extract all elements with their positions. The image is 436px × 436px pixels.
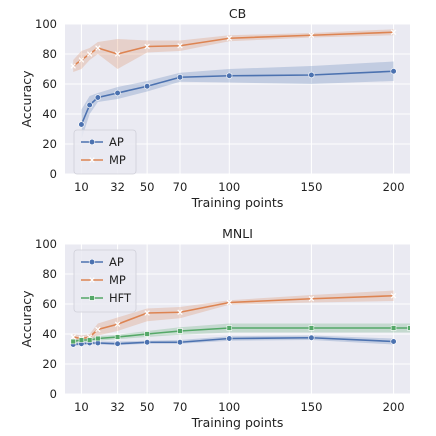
y-tick-label: 40	[42, 327, 57, 341]
legend: AP MP	[73, 129, 137, 175]
data-point-hft	[407, 325, 410, 331]
y-axis-label: Accuracy	[19, 70, 34, 128]
x-tick-label: 150	[300, 180, 322, 194]
data-point-mp	[226, 299, 233, 306]
panel-mnli: 0 20 40 60 80 100 10 32 50 70 100 150 200 Training po…	[19, 226, 410, 430]
data-point-hft	[78, 337, 85, 343]
y-tick-label: 20	[42, 137, 57, 151]
legend-marker-mp	[89, 157, 95, 163]
data-point-ap	[144, 83, 151, 90]
data-point-ap	[390, 338, 397, 345]
data-point-ap	[308, 71, 315, 79]
data-point-mp	[390, 29, 397, 35]
y-tick-label: 0	[50, 387, 57, 401]
data-point-hft	[86, 337, 93, 343]
data-point-ap	[176, 74, 184, 81]
confidence-band-ap	[81, 61, 394, 140]
data-point-ap	[114, 89, 121, 97]
x-tick-label: 50	[140, 400, 155, 414]
data-point-mp	[86, 51, 93, 57]
data-point-hft	[390, 325, 397, 331]
data-point-mp	[95, 45, 101, 51]
y-tick-label: 40	[42, 107, 57, 121]
plot-series	[70, 290, 410, 348]
data-point-mp	[177, 309, 183, 315]
data-point-mp	[95, 326, 101, 333]
data-point-ap	[78, 121, 85, 128]
data-point-mp	[144, 310, 150, 316]
data-point-mp	[390, 293, 397, 299]
x-tick-label: 32	[110, 400, 125, 414]
x-tick-label: 70	[173, 400, 188, 414]
y-tick-label: 80	[42, 267, 57, 281]
y-tick-label: 80	[42, 47, 57, 61]
y-tick-label: 100	[35, 17, 57, 31]
legend-marker-ap	[88, 138, 96, 146]
data-point-ap	[94, 94, 101, 101]
data-point-hft	[144, 331, 150, 337]
data-point-mp	[144, 43, 150, 50]
legend-label-ap: AP	[109, 135, 124, 149]
series-line-mp	[72, 31, 394, 67]
data-point-ap	[390, 68, 397, 75]
legend-label-mp: MP	[109, 153, 126, 167]
data-point-mp	[226, 35, 233, 41]
x-tick-label: 200	[383, 180, 405, 194]
x-tick-label: 150	[300, 400, 322, 414]
chart-title: CB	[229, 6, 246, 21]
y-tick-label: 60	[42, 77, 57, 91]
data-point-ap	[114, 340, 121, 347]
data-point-mp	[70, 334, 76, 340]
series-line-ap	[73, 336, 394, 346]
data-point-hft	[226, 325, 232, 331]
panel-cb: 0 20 40 60 80 100 10 32 50 70 100 150 200 Training po…	[19, 6, 410, 210]
legend-label-hft: HFT	[109, 291, 132, 305]
data-point-mp	[114, 321, 121, 327]
legend-label-ap: AP	[109, 255, 124, 269]
x-tick-label: 200	[383, 400, 405, 414]
x-tick-label: 70	[173, 180, 188, 194]
data-point-mp	[70, 63, 76, 69]
legend-marker-mp	[89, 277, 95, 283]
y-tick-label: 0	[50, 167, 57, 181]
y-axis-label: Accuracy	[19, 290, 34, 348]
x-axis-label: Training points	[191, 415, 284, 430]
x-tick-label: 10	[74, 180, 89, 194]
legend: AP MP HFT	[73, 249, 137, 313]
data-point-ap	[144, 339, 151, 346]
data-point-hft	[95, 335, 101, 342]
x-tick-label: 32	[110, 180, 125, 194]
x-tick-label: 100	[218, 180, 240, 194]
data-point-mp	[308, 32, 315, 38]
data-point-mp	[308, 296, 315, 302]
data-point-mp	[177, 43, 183, 49]
data-point-mp	[78, 57, 85, 63]
data-point-ap	[226, 335, 233, 342]
x-tick-label: 100	[218, 400, 240, 414]
y-tick-label: 20	[42, 357, 57, 371]
data-point-hft	[70, 338, 76, 345]
data-point-hft	[114, 334, 121, 340]
x-tick-label: 50	[140, 180, 155, 194]
legend-box	[73, 129, 137, 175]
data-point-ap	[226, 72, 233, 79]
legend-label-mp: MP	[109, 273, 126, 287]
legend-marker-hft	[89, 295, 95, 301]
y-tick-label: 60	[42, 297, 57, 311]
chart-title: MNLI	[222, 226, 253, 241]
series-line-mp	[73, 294, 394, 340]
x-tick-label: 10	[74, 400, 89, 414]
data-point-ap	[308, 334, 315, 341]
data-point-ap	[176, 339, 184, 346]
legend-marker-ap	[88, 258, 96, 266]
data-point-hft	[308, 325, 315, 331]
x-axis-label: Training points	[191, 195, 284, 210]
data-point-mp	[114, 51, 121, 57]
data-point-ap	[86, 101, 93, 109]
data-point-hft	[177, 328, 183, 334]
y-tick-label: 100	[35, 237, 57, 251]
plot-series	[70, 29, 397, 140]
